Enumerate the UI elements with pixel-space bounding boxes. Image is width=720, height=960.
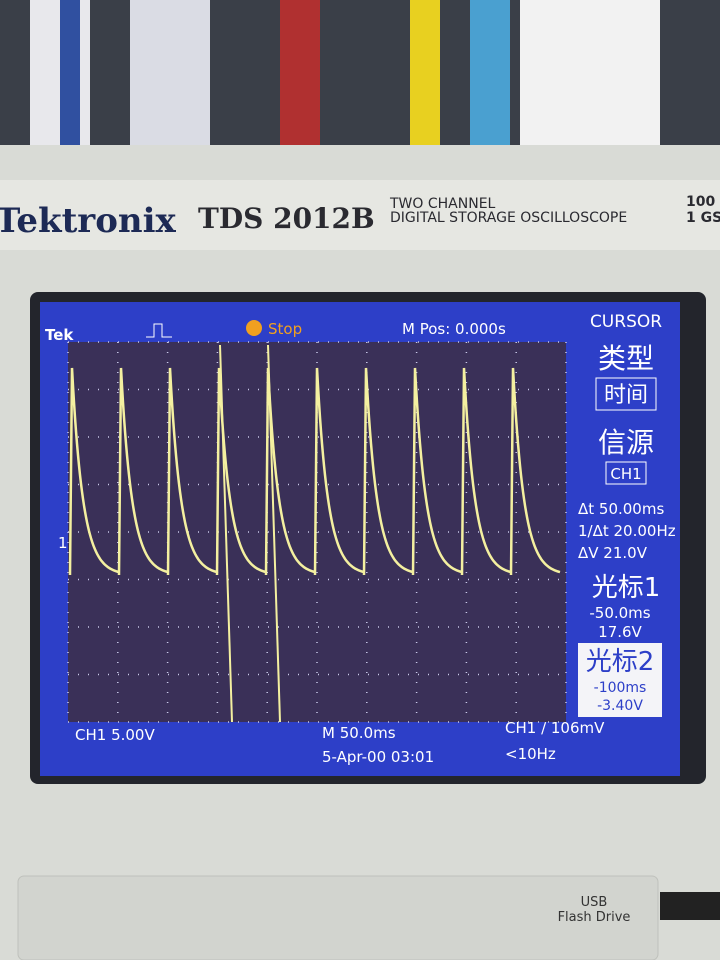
stop-icon	[246, 320, 262, 336]
menu-box	[605, 461, 647, 485]
book	[410, 0, 440, 145]
menu-label: 信源	[598, 426, 654, 459]
papers	[520, 0, 660, 150]
cursor2-label: 光标2	[586, 647, 655, 677]
spec: 100	[686, 194, 715, 210]
usb-label: Flash Drive	[558, 910, 631, 925]
brand: Tektronix	[0, 201, 177, 241]
inv-delta-t: 1/Δt 20.00Hz	[578, 522, 676, 540]
status: Stop	[268, 320, 302, 338]
book	[470, 0, 510, 145]
timebase: M 50.0ms	[322, 724, 396, 742]
trigger: CH1 ∕ 106mV	[505, 719, 605, 737]
cursor1-volts: 17.6V	[598, 623, 642, 641]
book	[130, 0, 210, 150]
book	[60, 0, 80, 145]
usb-port[interactable]	[660, 892, 720, 920]
cursor2-volts: -3.40V	[597, 698, 643, 714]
brand-strip	[0, 180, 720, 250]
cursor1-time: -50.0ms	[589, 604, 650, 622]
ch-marker: 1	[58, 534, 68, 552]
subtitle: TWO CHANNEL	[389, 196, 496, 212]
channel-scale: CH1 5.00V	[75, 726, 155, 744]
cursor2-time: -100ms	[594, 680, 647, 696]
menu-label: 类型	[598, 342, 654, 375]
menu-value: CH1	[610, 465, 641, 483]
usb-label: USB	[581, 895, 608, 910]
model: TDS 2012B	[198, 202, 375, 235]
lower-panel	[17, 875, 659, 960]
frequency: <10Hz	[505, 745, 556, 763]
delta-v: ΔV 21.0V	[578, 544, 648, 562]
menu-title: CURSOR	[590, 312, 662, 332]
subtitle: DIGITAL STORAGE OSCILLOSCOPE	[390, 210, 627, 226]
logo: Tek	[45, 326, 74, 344]
position: M Pos: 0.000s	[402, 320, 506, 338]
menu-box	[595, 377, 657, 411]
waveform	[68, 367, 561, 576]
cursor1-label: 光标1	[592, 573, 661, 603]
date: 5-Apr-00 03:01	[322, 748, 434, 766]
menu-box	[578, 643, 662, 717]
spec: 1 GS	[686, 210, 720, 226]
book	[280, 0, 320, 150]
menu: CURSOR 类型 时间 信源 CH1 Δt 50.00ms 1/Δt 20.0…	[578, 312, 676, 717]
menu-value: 时间	[604, 383, 648, 408]
trigger-icon	[146, 323, 172, 338]
delta-t: Δt 50.00ms	[578, 500, 664, 518]
